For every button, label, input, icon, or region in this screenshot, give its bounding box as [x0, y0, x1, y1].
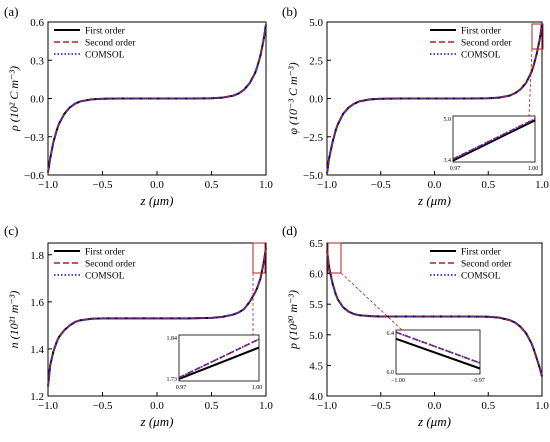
legend-label: COMSOL	[85, 272, 125, 282]
legend-label: Second order	[85, 39, 136, 49]
y-tick-label: 6.5	[309, 238, 323, 250]
panel-d: (d) −1.0 −0.5 0.0 0.5 1.0 4.0 4.5 5.0 5.5 6.0 6.5 z …	[282, 223, 549, 429]
y-tick-label: 6.0	[309, 269, 323, 281]
legend-label: First order	[461, 27, 502, 37]
x-axis-label: z (μm)	[140, 414, 174, 429]
inset-x-tick-label: 0.97	[450, 166, 461, 172]
y-tick-label: 1.6	[30, 297, 44, 309]
legend-label: COMSOL	[461, 51, 501, 61]
y-tick-label: −5.0	[303, 170, 323, 182]
x-tick-label: 1.0	[259, 400, 273, 412]
x-tick-label: −1.0	[317, 179, 337, 191]
y-axis-label: ρ (10² C m⁻³)	[7, 66, 21, 132]
legend-label: First order	[85, 27, 126, 37]
x-tick-label: 0.5	[481, 179, 495, 191]
y-tick-label: 1.2	[30, 391, 44, 403]
inset-y-tick-label: 1.73	[167, 377, 178, 383]
x-tick-label: 1.0	[259, 179, 273, 191]
inset-y-tick-label: 6.0	[387, 370, 395, 376]
x-tick-label: 0.5	[481, 400, 495, 412]
legend-label: Second order	[461, 260, 512, 270]
zoom-region-box	[327, 242, 342, 274]
inset-line-comsol	[452, 118, 536, 160]
panel-a: (a) −1.0 −0.5 0.0 0.5 1.0 −0.6 −0.3 0.0 0.3 0.6 z (…	[4, 4, 273, 208]
x-axis-label: z (μm)	[417, 193, 451, 208]
x-tick-label: 0.0	[150, 179, 164, 191]
y-tick-label: 2.5	[309, 55, 323, 67]
x-tick-label: −0.5	[371, 179, 391, 191]
y-tick-label: 0.3	[30, 55, 44, 67]
legend-label: First order	[85, 248, 126, 258]
inset-line-first-order	[452, 119, 536, 162]
x-tick-label: −0.5	[93, 400, 113, 412]
series-line-comsol	[326, 250, 543, 377]
y-axis-label: n (10²¹ m⁻³)	[7, 291, 21, 349]
x-axis-label: z (μm)	[140, 193, 174, 208]
inset-y-tick-label: 6.4	[387, 331, 395, 337]
panel-label: (d)	[282, 223, 297, 238]
panel-label: (a)	[4, 4, 18, 19]
panel-label: (b)	[282, 4, 297, 19]
legend-label: Second order	[85, 260, 136, 270]
x-tick-label: 0.5	[205, 179, 219, 191]
x-tick-label: −0.5	[93, 179, 113, 191]
series-line-comsol	[47, 24, 267, 173]
zoom-inset: 0.97 1.00 1.73 1.84	[167, 242, 266, 391]
y-tick-label: −2.5	[303, 132, 323, 144]
legend-label: First order	[461, 248, 502, 258]
y-tick-label: 5.0	[309, 330, 323, 342]
legend-label: COMSOL	[85, 51, 125, 61]
x-tick-label: −1.0	[317, 400, 337, 412]
y-tick-label: 0.6	[30, 17, 44, 29]
y-axis-label: φ (10⁻³ C m⁻³)	[286, 62, 300, 134]
x-tick-label: 0.0	[428, 400, 442, 412]
zoom-region-box	[252, 242, 266, 274]
legend-label: COMSOL	[461, 272, 501, 282]
y-tick-label: 0.0	[30, 94, 44, 106]
inset-x-tick-label: 0.97	[176, 385, 187, 391]
series-line-second-order	[47, 247, 267, 387]
x-tick-label: 0.0	[150, 400, 164, 412]
inset-x-tick-label: 1.00	[252, 385, 263, 391]
inset-x-tick-label: 1.00	[528, 166, 539, 172]
series-line-comsol	[326, 23, 543, 174]
y-tick-label: −0.6	[24, 170, 44, 182]
panel-c: (c) −1.0 −0.5 0.0 0.5 1.0 1.2 1.4 1.6 1.8 z (μm) n …	[4, 223, 273, 429]
inset-x-tick-label: −0.97	[471, 378, 485, 384]
y-tick-label: 5.5	[309, 299, 323, 311]
x-tick-label: −1.0	[38, 400, 58, 412]
inset-line-comsol	[395, 331, 481, 364]
x-tick-label: 1.0	[535, 179, 549, 191]
x-tick-label: −0.5	[371, 400, 391, 412]
inset-y-tick-label: 3.4	[444, 158, 452, 164]
inset-line-first-order	[178, 346, 260, 380]
inset-y-tick-label: 5.0	[444, 117, 452, 123]
x-tick-label: −1.0	[38, 179, 58, 191]
y-tick-label: 4.5	[309, 360, 323, 372]
inset-line-comsol	[178, 338, 260, 379]
inset-y-tick-label: 1.84	[167, 336, 178, 342]
zoom-connector	[528, 48, 533, 117]
zoom-region-box	[531, 23, 544, 50]
x-tick-label: 0.0	[428, 179, 442, 191]
zoom-inset: −1.00 −0.97 6.0 6.4	[327, 242, 485, 384]
legend-label: Second order	[461, 39, 512, 49]
panel-b: (b) −1.0 −0.5 0.0 0.5 1.0 −5.0 −2.5 0.0 2.5 5.0 z (…	[282, 4, 549, 208]
inset-line-first-order	[395, 337, 481, 370]
y-tick-label: −0.3	[24, 132, 44, 144]
y-tick-label: 4.0	[309, 391, 323, 403]
panel-label: (c)	[4, 223, 18, 238]
x-axis-label: z (μm)	[417, 414, 451, 429]
zoom-inset: 0.97 1.00 3.4 5.0	[444, 23, 544, 172]
x-tick-label: 0.5	[205, 400, 219, 412]
zoom-connector	[340, 272, 403, 331]
y-tick-label: 1.8	[30, 250, 44, 262]
y-axis-label: p (10²⁰ m⁻³)	[286, 290, 300, 350]
inset-x-tick-label: −1.00	[391, 378, 405, 384]
y-tick-label: 0.0	[309, 94, 323, 106]
y-tick-label: 5.0	[309, 17, 323, 29]
x-tick-label: 1.0	[535, 400, 549, 412]
y-tick-label: 1.4	[30, 344, 44, 356]
